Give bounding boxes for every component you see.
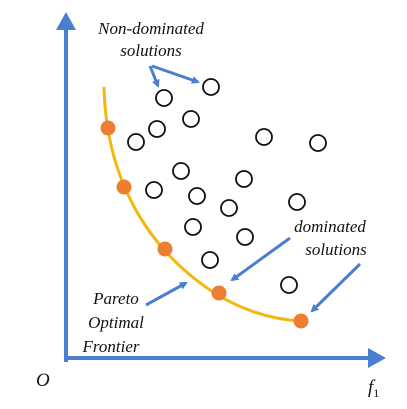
dominated-point — [202, 78, 220, 96]
dominated-point — [184, 218, 202, 236]
pareto-arrow — [145, 281, 188, 307]
dominated-point — [280, 276, 298, 294]
dominated-point — [182, 110, 200, 128]
dominated-point — [288, 193, 306, 211]
dominated-label-line2: solutions — [305, 240, 367, 259]
frontier-point — [100, 120, 116, 136]
dominated-point — [201, 251, 219, 269]
non-dominated-arrow-2 — [151, 64, 200, 84]
x-axis-label-subscript: 1 — [373, 386, 379, 400]
non-dominated-arrow-1 — [148, 65, 160, 88]
frontier-point — [293, 313, 309, 329]
dominated-points — [127, 78, 327, 294]
frontier-point — [211, 285, 227, 301]
y-axis-arrowhead-icon — [56, 12, 76, 30]
dominated-point — [235, 170, 253, 188]
dominated-point — [148, 120, 166, 138]
pareto-frontier-curve — [102, 86, 303, 323]
dominated-point — [155, 89, 173, 107]
dominated-label-line1: dominated — [294, 217, 366, 236]
dominated-point — [236, 228, 254, 246]
dominated-point — [309, 134, 327, 152]
pareto-label-line3: Frontier — [82, 337, 140, 356]
dominated-arrow-1 — [230, 236, 291, 282]
dominated-point — [188, 187, 206, 205]
origin-label: O — [36, 370, 50, 391]
x-axis-arrowhead-icon — [368, 348, 386, 368]
pareto-label-line1: Pareto — [92, 289, 139, 308]
dominated-point — [220, 199, 238, 217]
x-axis-label: f1 — [368, 377, 379, 400]
dominated-arrow-2 — [310, 262, 362, 313]
non-dominated-label-line2: solutions — [120, 41, 182, 60]
dominated-point — [255, 128, 273, 146]
frontier-point — [116, 179, 132, 195]
non-dominated-label-line1: Non-dominated — [97, 19, 204, 38]
frontier-point — [157, 241, 173, 257]
dominated-point — [145, 181, 163, 199]
dominated-point — [127, 133, 145, 151]
dominated-point — [172, 162, 190, 180]
pareto-label-line2: Optimal — [88, 313, 144, 332]
x-axis-label-f: f — [368, 377, 376, 398]
frontier-points — [100, 120, 309, 329]
